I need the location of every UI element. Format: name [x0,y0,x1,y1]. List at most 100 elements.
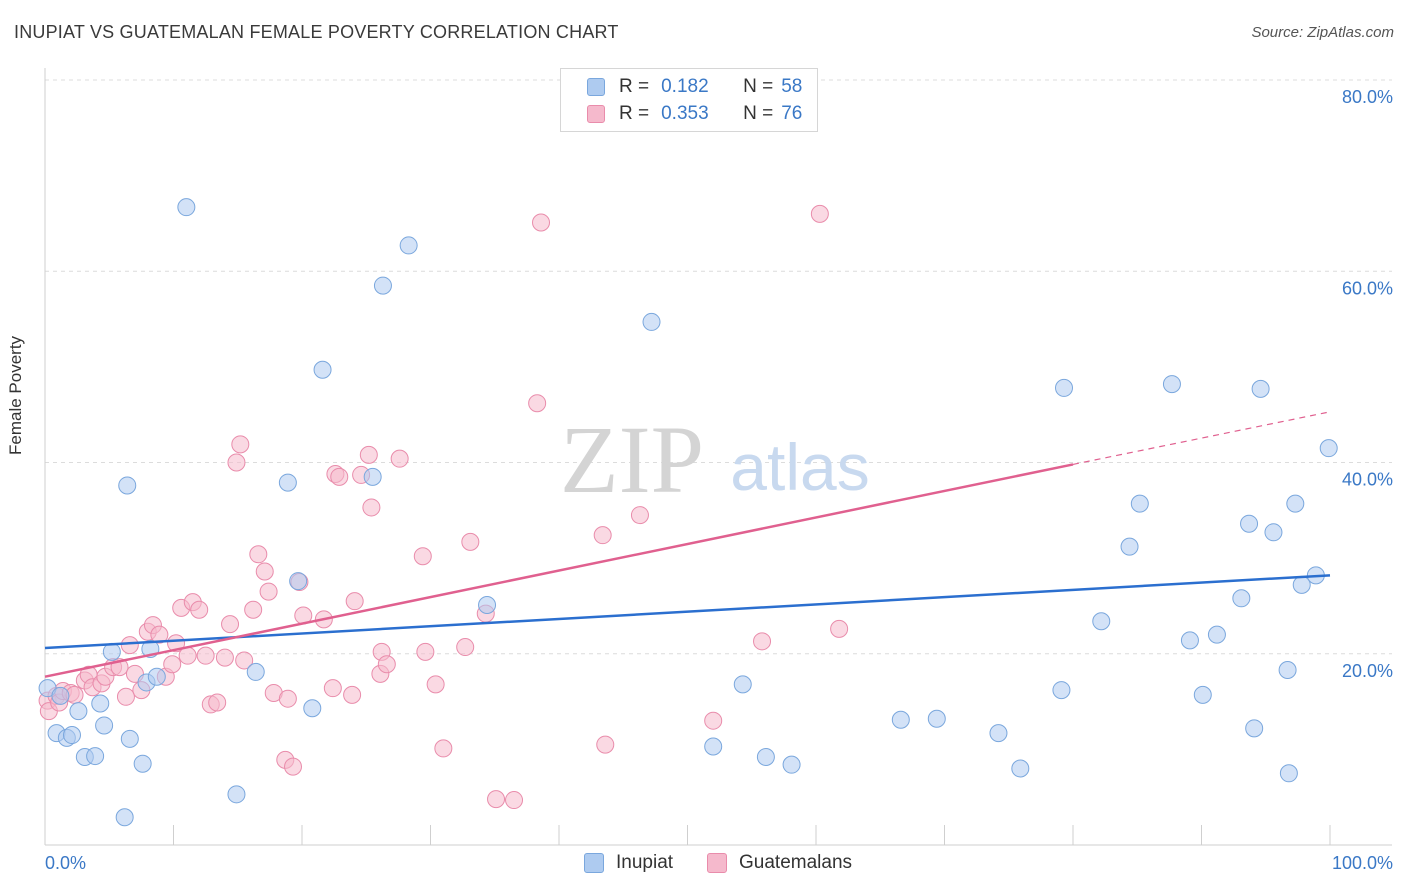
trend-line-guatemalans [44,463,1074,678]
legend-swatch-inupiat [584,853,604,873]
data-point-inupiat [1162,375,1181,394]
data-point-guatemalans [284,757,303,776]
chart-title: INUPIAT VS GUATEMALAN FEMALE POVERTY COR… [14,22,619,42]
y-tick-label: 60.0% [1342,278,1393,298]
data-point-guatemalans [227,453,246,472]
data-point-guatemalans [259,582,278,601]
x-tick-label: 100.0% [1332,853,1393,873]
trend-line-guatemalans-extension [1072,411,1331,466]
data-point-inupiat [95,716,114,735]
data-point-inupiat [756,748,775,767]
data-point-inupiat [642,312,661,331]
data-point-guatemalans [377,655,396,674]
data-point-inupiat [118,476,137,495]
data-point-guatemalans [323,679,342,698]
data-point-inupiat [147,667,166,686]
data-point-guatemalans [456,638,475,657]
data-point-guatemalans [343,685,362,704]
data-point-inupiat [1264,523,1283,542]
x-tick-label: 0.0% [45,853,86,873]
data-point-inupiat [1120,537,1139,556]
legend-label-guatemalans: Guatemalans [739,852,853,873]
data-point-inupiat [478,595,497,614]
data-point-inupiat [891,710,910,729]
data-point-guatemalans [116,687,135,706]
data-point-guatemalans [244,600,263,619]
data-point-guatemalans [830,619,849,638]
data-point-guatemalans [528,394,547,413]
data-point-guatemalans [330,467,349,486]
data-point-guatemalans [413,547,432,566]
data-point-inupiat [1052,681,1071,700]
y-tick-label: 80.0% [1342,87,1393,107]
data-point-inupiat [91,694,110,713]
data-point-inupiat [278,473,297,492]
data-point-guatemalans [593,526,612,545]
legend-n-value: 76 [781,103,803,124]
legend-r-label: R = [619,76,650,97]
data-point-guatemalans [487,790,506,809]
data-point-guatemalans [416,642,435,661]
data-point-guatemalans [359,445,378,464]
data-point-inupiat [1240,514,1259,533]
legend-n-label: N = [743,76,774,97]
data-point-inupiat [289,572,308,591]
data-point-guatemalans [505,791,524,810]
data-point-guatemalans [208,693,227,712]
data-point-inupiat [246,662,265,681]
source-credit: Source: ZipAtlas.com [1251,24,1394,41]
data-point-inupiat [133,754,152,773]
data-point-guatemalans [810,204,829,223]
legend-item-guatemalans[interactable]: Guatemalans [707,852,852,874]
data-point-inupiat [1130,494,1149,513]
stats-legend: R = 0.182 N = 58 R = 0.353 N = 76 [560,68,818,132]
data-point-inupiat [303,699,322,718]
series-inupiat-points [38,198,1338,827]
data-point-guatemalans [163,655,182,674]
data-point-inupiat [227,785,246,804]
legend-row-inupiat: R = 0.182 N = 58 [587,75,802,99]
data-point-guatemalans [434,739,453,758]
y-tick-label: 20.0% [1342,661,1393,681]
data-point-inupiat [1278,661,1297,680]
watermark-atlas: atlas [730,430,869,504]
data-point-inupiat [1279,764,1298,783]
data-point-inupiat [313,360,332,379]
data-point-guatemalans [235,651,254,670]
axes [44,68,1392,846]
data-point-guatemalans [426,675,445,694]
data-point-guatemalans [596,735,615,754]
data-point-inupiat [120,729,139,748]
data-point-inupiat [1193,685,1212,704]
data-point-guatemalans [345,592,364,611]
data-point-inupiat [51,686,70,705]
data-point-inupiat [927,709,946,728]
data-point-guatemalans [532,213,551,232]
data-point-inupiat [1319,439,1338,458]
legend-r-value: 0.182 [661,76,709,97]
data-point-inupiat [1286,494,1305,513]
data-point-guatemalans [120,636,139,655]
tick-labels: 20.0% 40.0% 60.0% 80.0% 0.0% 100.0% [45,87,1393,873]
data-point-guatemalans [190,600,209,619]
data-point-inupiat [1180,631,1199,650]
watermark-zip: ZIP [560,406,704,513]
legend-swatch-guatemalans [707,853,727,873]
data-point-inupiat [62,726,81,745]
data-point-guatemalans [255,562,274,581]
data-point-guatemalans [221,615,240,634]
data-point-inupiat [102,642,121,661]
data-point-inupiat [86,747,105,766]
data-point-guatemalans [249,545,268,564]
data-point-inupiat [1207,625,1226,644]
data-point-inupiat [1055,378,1074,397]
legend-item-inupiat[interactable]: Inupiat [584,852,673,874]
data-point-guatemalans [231,435,250,454]
data-point-inupiat [989,724,1008,743]
data-point-inupiat [704,737,723,756]
trend-lines [44,411,1331,678]
legend-r-label: R = [619,103,650,124]
data-point-guatemalans [215,648,234,667]
data-point-guatemalans [704,711,723,730]
